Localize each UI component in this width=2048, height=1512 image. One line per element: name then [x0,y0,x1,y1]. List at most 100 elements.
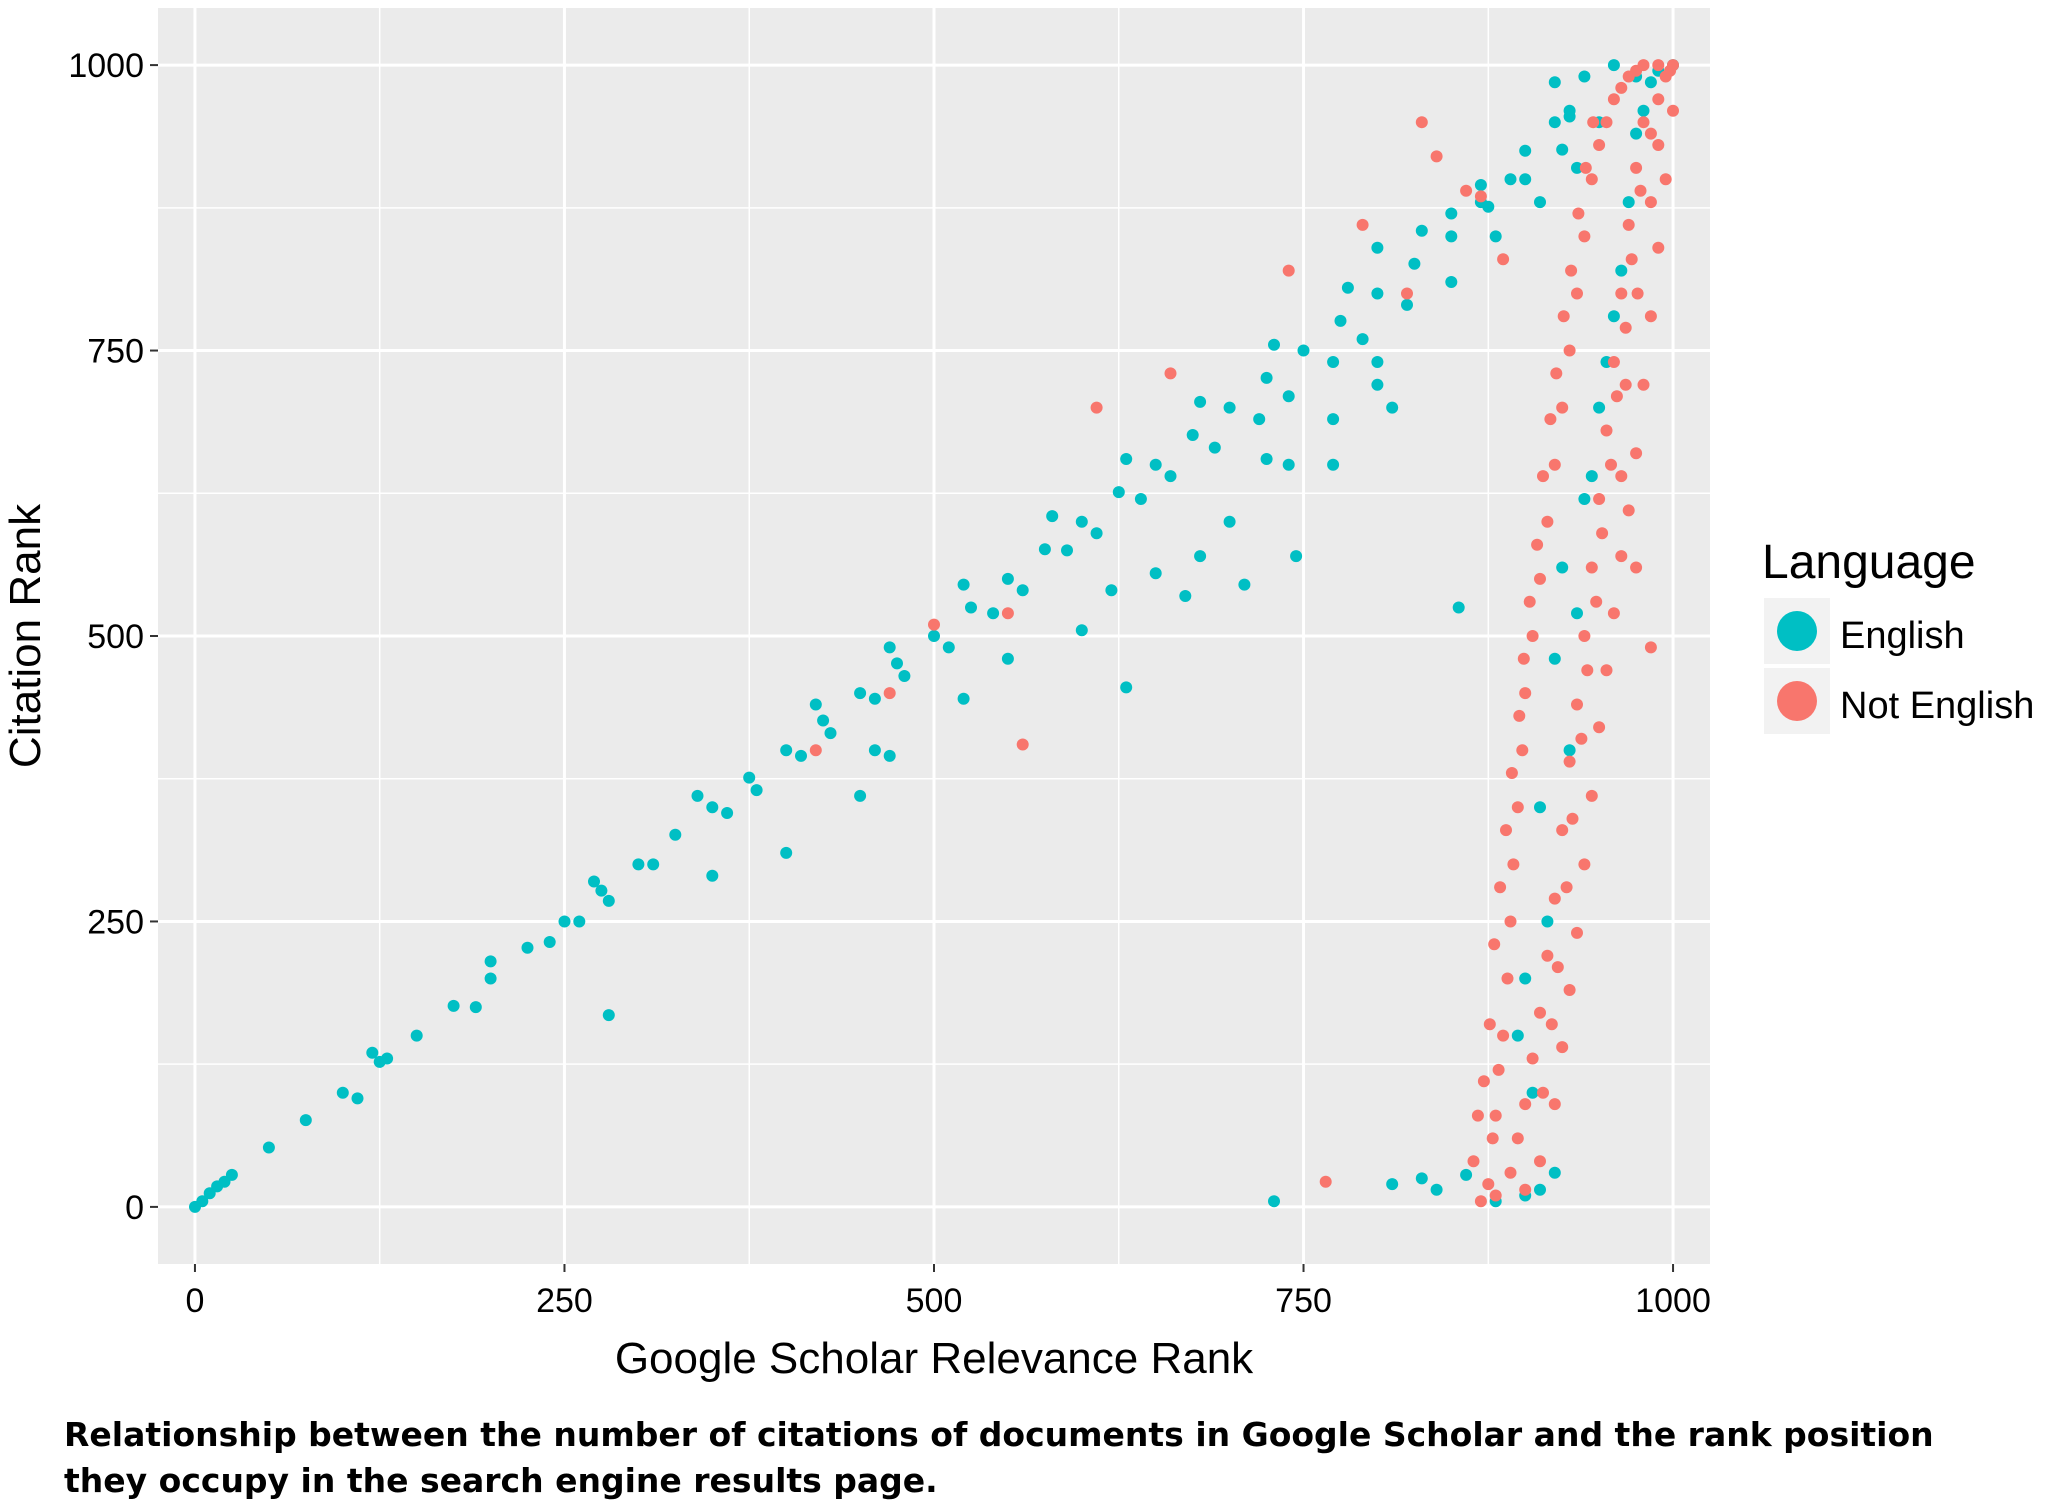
data-point [1667,104,1679,117]
data-point [1600,424,1613,437]
data-point [1593,401,1606,414]
data-point [1534,1155,1546,1168]
data-point [1460,184,1473,197]
data-point [558,915,571,928]
data-point [928,630,940,642]
data-point [1120,681,1133,694]
data-point [1625,253,1638,266]
data-point [1489,1109,1502,1122]
data-point [484,955,497,968]
data-point [817,714,830,727]
y-tick-label: 1000 [68,47,144,85]
data-point [1386,401,1399,414]
data-point [1630,561,1643,574]
data-point [1452,601,1465,614]
data-point [447,999,460,1012]
data-point [1659,173,1672,186]
legend-label-english: English [1840,615,1965,657]
data-point [1253,413,1266,426]
data-point [1494,881,1507,894]
data-point [381,1052,394,1065]
data-point [1590,595,1603,608]
data-point [1622,218,1635,231]
data-point [1038,543,1051,556]
data-point [1615,470,1628,483]
data-point [299,1114,312,1127]
legend: Language English Not English [1762,536,2034,734]
data-point [1578,230,1591,243]
data-point [484,972,497,985]
data-point [588,875,600,888]
data-point [1488,938,1501,951]
data-point [1356,333,1369,346]
data-point [521,941,534,954]
x-axis-title: Google Scholar Relevance Rank [615,1334,1254,1383]
data-point [1282,264,1295,277]
data-point [366,1046,379,1059]
data-point [1607,59,1620,72]
data-point [1526,1086,1539,1099]
data-point [1120,453,1133,465]
figure-caption: Relationship between the number of citat… [64,1415,1934,1500]
data-point [1386,1178,1399,1191]
data-point [1474,179,1487,191]
data-point [1519,1183,1532,1196]
data-point [1556,143,1569,156]
data-point [1061,544,1073,557]
data-point [1415,116,1428,129]
data-point [1356,218,1369,231]
data-point [469,1001,482,1014]
data-point [1563,344,1576,357]
data-point [1238,578,1251,591]
data-point [1164,470,1177,483]
data-point [1615,287,1628,300]
data-point [1637,104,1650,117]
data-point [1507,858,1520,871]
data-point [602,1009,615,1022]
data-point [1001,652,1014,665]
data-point [262,1141,275,1154]
data-point [1548,76,1561,89]
data-point [1534,801,1546,814]
data-point [1566,812,1579,825]
data-point [196,1195,209,1208]
data-point [868,692,881,705]
data-point [1186,429,1199,441]
data-point [1497,253,1510,266]
data-point [957,578,970,591]
data-point [1519,687,1532,700]
data-point [1445,207,1458,220]
data-point [883,749,896,762]
data-point [1593,493,1606,505]
data-point [1615,550,1628,563]
data-point [1149,458,1162,471]
data-point [1505,767,1518,779]
legend-key-not-english [1777,681,1817,721]
legend-title: Language [1762,536,1976,589]
data-point [1534,1183,1546,1196]
data-point [1619,378,1632,391]
data-point [1194,550,1207,563]
data-point [780,744,793,757]
data-point [1585,173,1598,186]
data-point [1605,458,1617,471]
data-point [1537,470,1549,483]
data-point [1537,1086,1549,1099]
data-point [1260,453,1273,465]
data-point [1607,356,1620,368]
data-point [1341,281,1354,294]
x-tick-label: 1000 [1635,1282,1711,1320]
data-point [1652,59,1665,72]
data-point [1550,367,1563,380]
data-point [1563,744,1576,757]
data-point [1090,401,1103,414]
data-point [1534,572,1546,585]
y-axis-title: Citation Rank [1,503,50,768]
data-point [1223,515,1236,528]
data-point [1607,607,1620,620]
data-point [1571,926,1583,939]
data-point [1401,298,1413,311]
data-point [1652,241,1665,254]
data-point [1585,789,1598,802]
